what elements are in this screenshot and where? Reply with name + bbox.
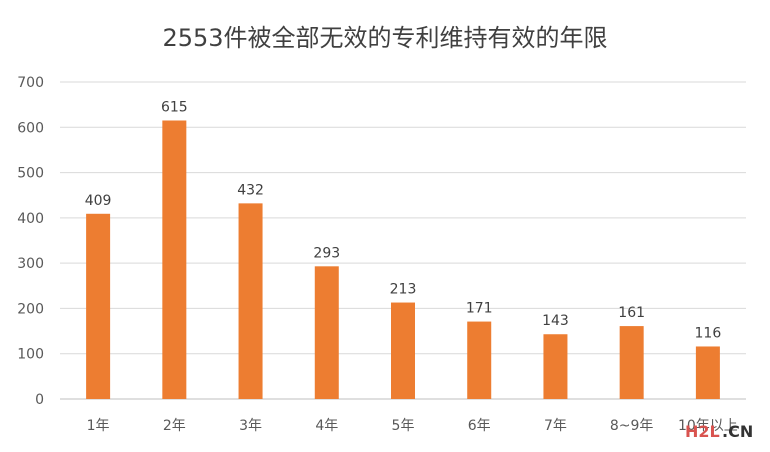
bar: [543, 334, 568, 399]
x-tick-label: 4年: [315, 418, 338, 434]
site-watermark-logo: H2L .CN: [685, 422, 753, 441]
x-axis-ticks: 1年 2年 3年 4年 5年 6年 7年 8~9年 10年以上: [87, 418, 738, 434]
x-tick-label: 7年: [544, 418, 567, 434]
bar: [86, 213, 111, 399]
chart-title: 2553件被全部无效的专利维持有效的年限: [162, 24, 607, 52]
data-labels: 409 615 432 293 213 171 143 161 116: [85, 99, 722, 341]
data-label: 432: [237, 182, 264, 198]
watermark-suffix: .CN: [722, 422, 753, 441]
data-label: 161: [618, 305, 645, 321]
data-label: 116: [695, 325, 722, 341]
x-tick-label: 3年: [239, 418, 262, 434]
y-tick-label: 500: [17, 166, 44, 182]
bar: [162, 120, 187, 399]
data-label: 143: [542, 313, 569, 329]
data-label: 213: [390, 282, 417, 298]
y-tick-label: 100: [17, 347, 44, 363]
data-label: 171: [466, 301, 493, 317]
bars: [86, 120, 720, 399]
x-tick-label: 10年以上: [678, 418, 738, 434]
y-tick-label: 700: [17, 75, 44, 91]
bar: [314, 266, 339, 399]
watermark-brand: H2L: [685, 422, 720, 441]
y-tick-label: 200: [17, 301, 44, 317]
bar: [619, 326, 644, 399]
x-tick-label: 2年: [163, 418, 186, 434]
bar: [391, 302, 415, 399]
x-tick-label: 6年: [468, 418, 491, 434]
y-axis-ticks: 0 100 200 300 400 500 600 700: [17, 75, 44, 408]
bar: [238, 203, 263, 399]
bar: [467, 321, 492, 399]
x-tick-label: 5年: [392, 418, 415, 434]
x-tick-label: 1年: [87, 418, 110, 434]
y-tick-label: 0: [35, 392, 44, 408]
y-tick-label: 300: [17, 256, 44, 272]
x-tick-label: 8~9年: [610, 418, 654, 434]
y-tick-label: 400: [17, 211, 44, 227]
data-label: 615: [161, 99, 188, 115]
data-label: 293: [313, 245, 340, 261]
bar: [695, 346, 720, 399]
data-label: 409: [85, 193, 112, 209]
y-tick-label: 600: [17, 120, 44, 136]
